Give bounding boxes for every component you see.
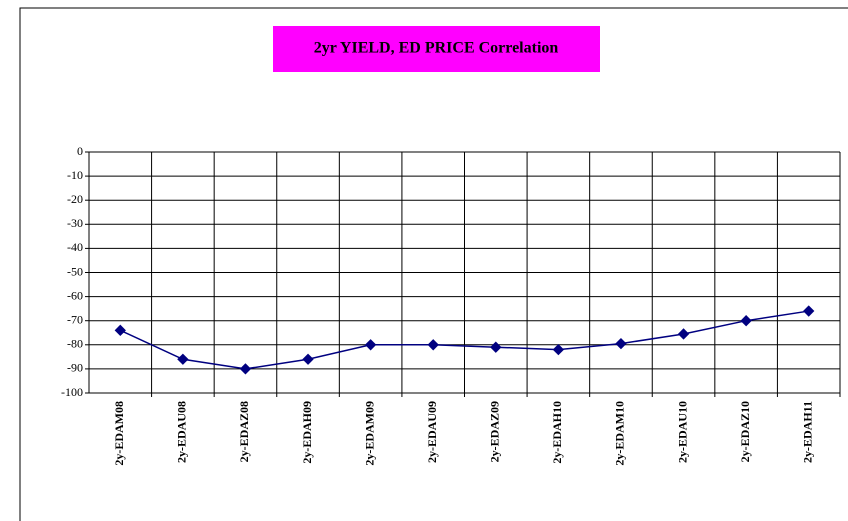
x-tick-label: 2y-EDAZ08 [237, 401, 251, 462]
x-tick-label: 2y-EDAU09 [425, 401, 439, 463]
x-tick-label: 2y-EDAZ10 [738, 401, 752, 462]
x-tick-label: 2y-EDAH10 [550, 401, 564, 464]
y-tick-label: -80 [67, 337, 83, 351]
data-point [552, 343, 565, 356]
y-tick-label: -40 [67, 240, 83, 254]
x-tick-label: 2y-EDAM10 [613, 401, 627, 466]
y-tick-label: -90 [67, 361, 83, 375]
x-tick-label: 2y-EDAH11 [800, 401, 814, 463]
x-tick-label: 2y-EDAZ09 [488, 401, 502, 462]
data-point [239, 363, 252, 375]
x-tick-label: 2y-EDAM08 [112, 401, 126, 466]
data-line [119, 310, 809, 370]
y-tick-label: -70 [67, 312, 83, 326]
y-tick-label: -30 [67, 216, 83, 230]
y-tick-label: -10 [67, 168, 83, 182]
y-tick-label: -50 [67, 264, 83, 278]
data-point [803, 305, 815, 317]
x-tick-label: 2y-EDAH09 [300, 401, 314, 464]
y-tick-label: -100 [61, 385, 83, 399]
data-point [490, 341, 502, 353]
chart-frame [19, 7, 848, 521]
x-tick-label: 2y-EDAU08 [175, 401, 189, 463]
data-point [302, 353, 314, 365]
title-box [273, 26, 600, 72]
x-tick-label: 2y-EDAU10 [675, 401, 689, 463]
y-tick-label: -20 [67, 192, 83, 206]
y-tick-label: -60 [67, 288, 83, 302]
data-point [427, 339, 439, 351]
x-tick-label: 2y-EDAM09 [362, 401, 376, 466]
y-tick-label: 0 [77, 144, 83, 158]
data-point [177, 353, 189, 365]
data-point [615, 337, 627, 350]
chart-title: 2yr YIELD, ED PRICE Correlation [314, 40, 559, 57]
data-point [740, 315, 752, 327]
data-point [364, 339, 377, 351]
data-point [677, 328, 690, 340]
